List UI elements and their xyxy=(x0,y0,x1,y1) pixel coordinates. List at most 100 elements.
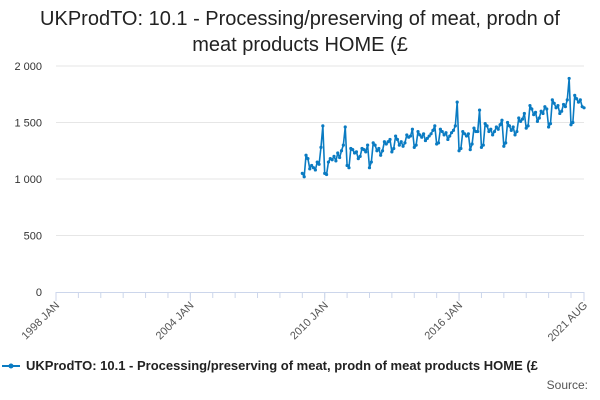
data-point xyxy=(504,141,508,145)
data-point xyxy=(520,117,525,121)
data-point xyxy=(459,146,463,151)
data-point xyxy=(332,154,336,158)
data-point xyxy=(354,150,359,154)
data-point xyxy=(541,111,545,116)
data-point xyxy=(334,159,338,163)
data-point xyxy=(479,145,484,149)
data-point xyxy=(472,126,476,130)
x-tick-label: 2010 JAN xyxy=(288,300,331,343)
data-point xyxy=(526,124,530,128)
data-point xyxy=(453,124,457,128)
data-point xyxy=(405,133,409,137)
data-point xyxy=(379,153,383,157)
x-tick-label: 2004 JAN xyxy=(154,300,197,343)
legend-series-label: UKProdTO: 10.1 - Processing/preserving o… xyxy=(26,358,538,373)
chart-title: UKProdTO: 10.1 - Processing/preserving o… xyxy=(0,6,600,58)
data-point xyxy=(436,141,441,145)
data-point xyxy=(446,137,450,142)
data-point xyxy=(371,141,375,145)
data-point xyxy=(367,166,372,170)
data-point xyxy=(306,157,310,161)
data-point xyxy=(573,93,577,97)
data-point xyxy=(515,129,519,134)
data-point xyxy=(412,145,416,149)
data-point xyxy=(343,125,347,129)
data-point xyxy=(524,126,528,130)
data-point xyxy=(444,131,448,135)
data-point xyxy=(563,105,568,109)
data-point xyxy=(468,148,472,152)
data-point xyxy=(575,97,579,101)
x-tick-label: 2016 JAN xyxy=(423,300,466,343)
data-point xyxy=(431,128,435,133)
data-point xyxy=(558,111,562,116)
data-point xyxy=(491,133,495,137)
data-point xyxy=(375,149,379,153)
data-point xyxy=(384,142,388,146)
data-point xyxy=(302,175,306,179)
data-point xyxy=(481,143,485,147)
data-point xyxy=(496,127,500,131)
data-point xyxy=(300,171,304,175)
data-point xyxy=(421,132,426,136)
data-point xyxy=(366,143,370,147)
data-point xyxy=(438,127,442,131)
data-point xyxy=(498,123,502,127)
data-point xyxy=(403,141,407,145)
y-tick-label: 1 500 xyxy=(14,118,42,130)
data-point xyxy=(535,119,540,123)
data-point xyxy=(351,148,355,152)
data-point xyxy=(485,124,489,128)
data-point xyxy=(394,134,398,138)
data-point xyxy=(321,124,325,128)
data-point xyxy=(457,149,461,153)
data-point xyxy=(561,102,566,107)
data-point xyxy=(380,149,385,153)
x-tick-label: 2021 AUG xyxy=(546,300,590,344)
data-point xyxy=(507,124,512,128)
data-point xyxy=(532,112,536,117)
data-point xyxy=(543,105,547,109)
data-point xyxy=(461,129,465,134)
data-point xyxy=(522,111,526,116)
data-point xyxy=(341,143,345,147)
data-point xyxy=(345,163,349,168)
data-point xyxy=(356,157,360,161)
data-point xyxy=(420,135,424,139)
legend[interactable]: UKProdTO: 10.1 - Processing/preserving o… xyxy=(0,358,538,373)
data-point xyxy=(386,140,390,144)
data-point xyxy=(395,137,400,142)
data-point xyxy=(338,155,342,160)
data-point xyxy=(455,100,459,104)
data-point xyxy=(477,108,482,112)
data-point xyxy=(313,168,317,172)
data-point xyxy=(448,134,452,138)
data-point xyxy=(567,76,571,81)
data-point xyxy=(449,131,454,135)
data-point xyxy=(494,125,498,129)
y-tick-label: 2 000 xyxy=(14,61,42,73)
y-tick-label: 500 xyxy=(24,231,42,243)
data-point xyxy=(425,136,429,140)
data-point xyxy=(547,125,551,129)
data-point xyxy=(362,148,366,152)
data-point xyxy=(442,133,446,137)
data-point xyxy=(463,132,467,136)
data-point xyxy=(382,140,387,144)
data-point xyxy=(319,145,323,149)
data-point xyxy=(317,162,321,166)
data-point xyxy=(364,150,368,154)
data-point xyxy=(552,101,556,105)
data-point xyxy=(377,146,381,151)
data-point xyxy=(537,116,541,120)
data-point xyxy=(330,158,334,162)
data-point xyxy=(429,132,433,136)
data-point xyxy=(548,122,553,126)
data-point xyxy=(440,129,444,134)
data-point xyxy=(550,98,554,102)
data-point xyxy=(483,122,487,126)
data-point xyxy=(339,149,344,153)
data-point xyxy=(502,144,506,148)
data-point xyxy=(410,127,414,131)
